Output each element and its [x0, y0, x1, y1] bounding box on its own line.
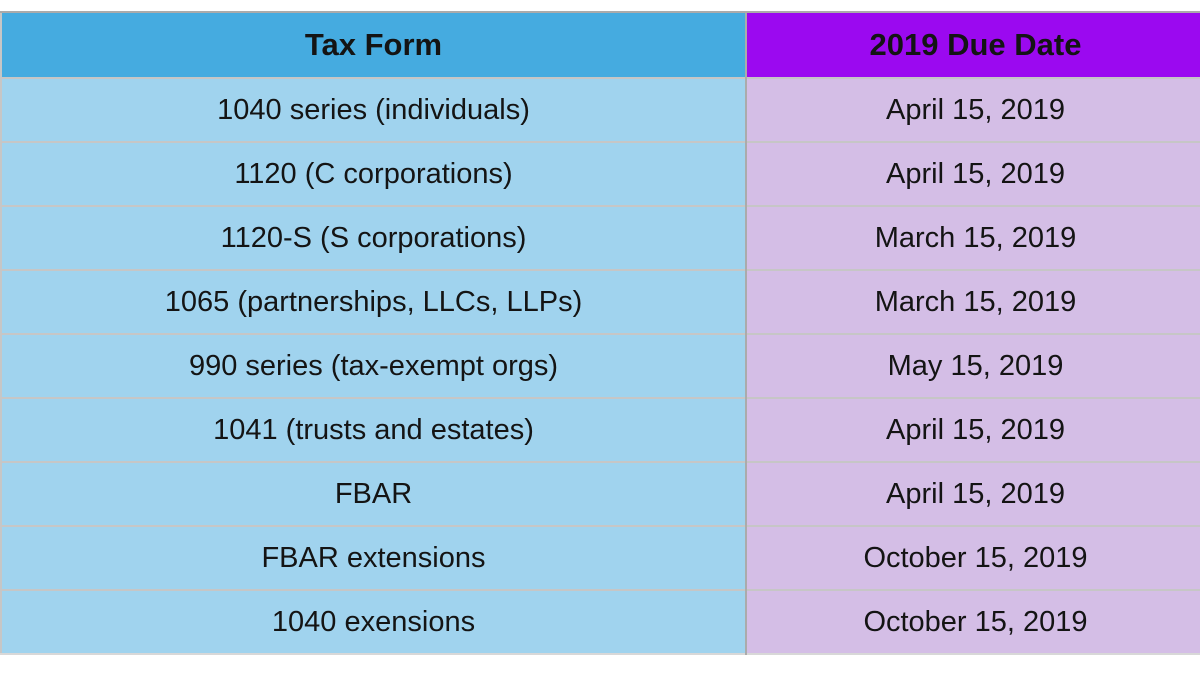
tax-form-cell: 990 series (tax-exempt orgs): [1, 333, 746, 398]
due-date-cell: March 15, 2019: [745, 205, 1200, 270]
tax-form-cell: FBAR extensions: [1, 525, 746, 590]
header-cell-due-date: 2019 Due Date: [745, 12, 1200, 78]
due-date-cell: May 15, 2019: [745, 333, 1200, 398]
due-date-cell: October 15, 2019: [745, 589, 1200, 654]
tax-form-cell: FBAR: [1, 461, 746, 526]
due-date-cell: March 15, 2019: [745, 269, 1200, 334]
table-row: 1120-S (S corporations) March 15, 2019: [1, 205, 1200, 270]
due-date-cell: April 15, 2019: [745, 397, 1200, 462]
table-row: 1065 (partnerships, LLCs, LLPs) March 15,…: [1, 269, 1200, 334]
header-row: Tax Form 2019 Due Date: [1, 12, 1200, 78]
table-row: FBAR April 15, 2019: [1, 461, 1200, 526]
tax-form-cell: 1065 (partnerships, LLCs, LLPs): [1, 269, 746, 334]
table-row: 1040 exensions October 15, 2019: [1, 589, 1200, 654]
tax-form-cell: 1040 series (individuals): [1, 77, 746, 142]
tax-form-cell: 1041 (trusts and estates): [1, 397, 746, 462]
table-row: 1041 (trusts and estates) April 15, 2019: [1, 397, 1200, 462]
tax-form-cell: 1040 exensions: [1, 589, 746, 654]
due-date-cell: April 15, 2019: [745, 461, 1200, 526]
table-row: 990 series (tax-exempt orgs) May 15, 2019: [1, 333, 1200, 398]
tax-form-cell: 1120-S (S corporations): [1, 205, 746, 270]
due-date-cell: April 15, 2019: [745, 141, 1200, 206]
tax-due-date-table: Tax Form 2019 Due Date 1040 series (indi…: [0, 11, 1200, 655]
table-row: FBAR extensions October 15, 2019: [1, 525, 1200, 590]
table-row: 1040 series (individuals) April 15, 2019: [1, 77, 1200, 142]
table-row: 1120 (C corporations) April 15, 2019: [1, 141, 1200, 206]
tax-form-cell: 1120 (C corporations): [1, 141, 746, 206]
due-date-cell: October 15, 2019: [745, 525, 1200, 590]
table-body: 1040 series (individuals) April 15, 2019 1…: [1, 77, 1200, 654]
due-date-cell: April 15, 2019: [745, 77, 1200, 142]
header-cell-tax-form: Tax Form: [1, 12, 746, 78]
